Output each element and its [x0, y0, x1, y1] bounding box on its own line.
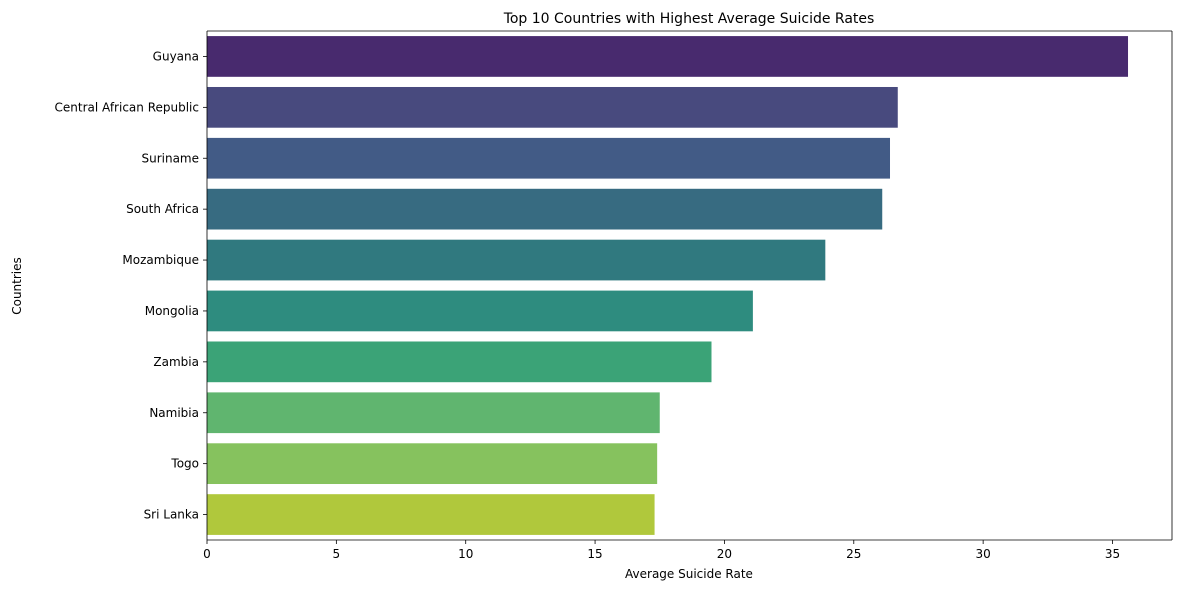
- x-axis-label: Average Suicide Rate: [625, 567, 753, 581]
- y-tick-label: Central African Republic: [55, 100, 199, 114]
- y-tick-label: Mongolia: [145, 304, 199, 318]
- y-tick-label: Sri Lanka: [144, 508, 199, 522]
- y-tick-label: Namibia: [149, 406, 199, 420]
- bar: [207, 290, 753, 332]
- x-tick-label: 15: [587, 547, 602, 561]
- y-tick-label: Suriname: [141, 151, 199, 165]
- bars-group: [207, 36, 1129, 535]
- x-tick-label: 5: [333, 547, 341, 561]
- x-tick-label: 20: [717, 547, 732, 561]
- x-axis-ticks: 0 5 10 15 20 25 30 35: [203, 540, 1120, 561]
- x-tick-label: 35: [1105, 547, 1120, 561]
- y-axis-ticks: Guyana Central African Republic Suriname So…: [55, 49, 207, 522]
- y-tick-label: Togo: [170, 457, 199, 471]
- x-tick-label: 25: [846, 547, 861, 561]
- y-tick-label: South Africa: [126, 202, 199, 216]
- x-tick-label: 10: [458, 547, 473, 561]
- chart-title: Top 10 Countries with Highest Average Su…: [503, 11, 875, 27]
- bar: [207, 137, 891, 179]
- y-tick-label: Mozambique: [122, 253, 199, 267]
- x-tick-label: 30: [975, 547, 990, 561]
- bar: [207, 188, 883, 230]
- bar: [207, 341, 712, 383]
- bar: [207, 36, 1129, 77]
- y-axis-label: Countries: [10, 257, 24, 315]
- bar: [207, 392, 660, 434]
- y-tick-label: Zambia: [153, 355, 199, 369]
- bar: [207, 494, 655, 535]
- x-tick-label: 0: [203, 547, 211, 561]
- bar: [207, 443, 658, 485]
- bar: [207, 86, 898, 128]
- y-tick-label: Guyana: [153, 49, 199, 63]
- bar: [207, 239, 826, 281]
